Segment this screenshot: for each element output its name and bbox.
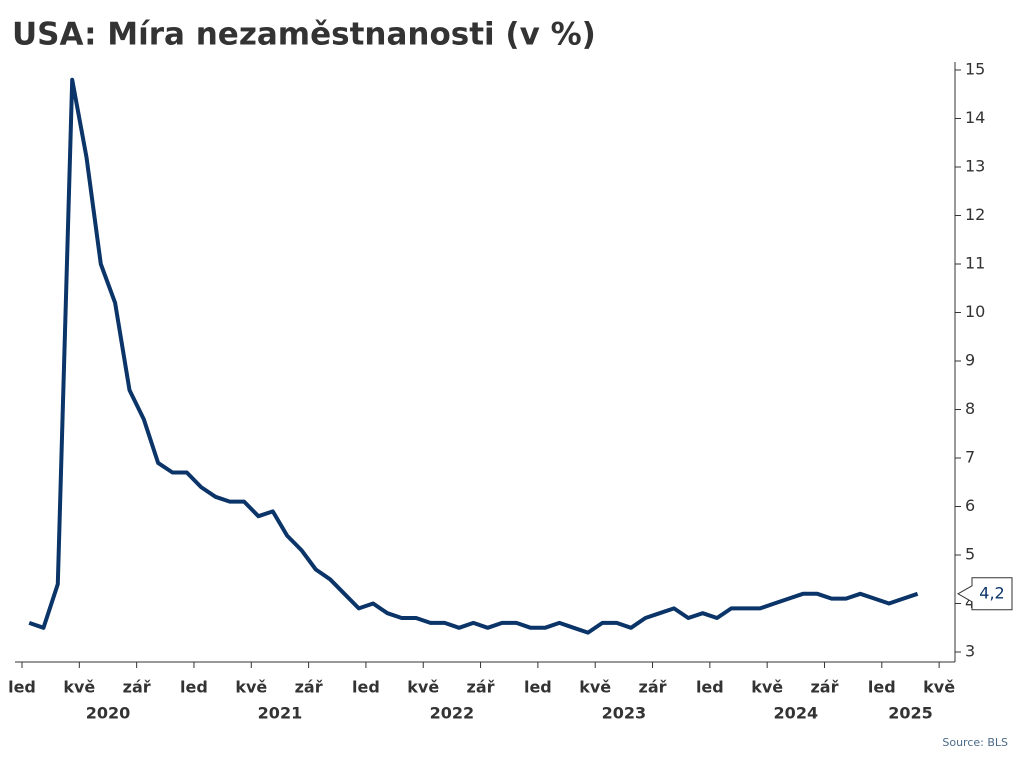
- year-label: 2025: [888, 704, 933, 723]
- x-tick-label: led: [696, 678, 724, 697]
- year-label: 2024: [774, 704, 819, 723]
- x-tick-label: zář: [467, 678, 495, 697]
- line: [28, 77, 919, 635]
- y-tick-label: 5: [965, 545, 975, 564]
- x-tick-label: kvě: [407, 678, 439, 697]
- x-tick-label: zář: [810, 678, 838, 697]
- chart-title: USA: Míra nezaměstnanosti (v %): [12, 17, 596, 53]
- y-tick-label: 13: [965, 157, 985, 176]
- source: Source: BLS: [942, 736, 1008, 749]
- x-tick-label: kvě: [579, 678, 611, 697]
- y-tick-label: 3: [965, 642, 975, 661]
- x-tick-label: kvě: [235, 678, 267, 697]
- y-tick-label: 10: [965, 302, 985, 321]
- value-label: 4,2: [979, 583, 1004, 602]
- year-label: 2021: [258, 704, 303, 723]
- x-tick-label: led: [524, 678, 552, 697]
- y-tick-label: 9: [965, 351, 975, 370]
- x-tick-label: zář: [123, 678, 151, 697]
- x-tick-label: led: [352, 678, 380, 697]
- y-tick-label: 4: [965, 593, 975, 612]
- y-tick-label: 12: [965, 205, 985, 224]
- year-label: 2022: [430, 704, 475, 723]
- x-tick-label: led: [8, 678, 36, 697]
- x-tick-label: kvě: [63, 678, 95, 697]
- x-tick-label: kvě: [923, 678, 955, 697]
- y-tick-label: 14: [965, 108, 985, 127]
- y-tick-label: 8: [965, 399, 975, 418]
- x-tick-label: led: [868, 678, 896, 697]
- x-tick-label: kvě: [751, 678, 783, 697]
- y-tick-label: 11: [965, 254, 985, 273]
- year-label: 2023: [602, 704, 647, 723]
- value-callout: [956, 577, 1013, 611]
- y-tick-label: 6: [965, 496, 975, 515]
- x-tick-label: zář: [639, 678, 667, 697]
- x-tick-label: led: [180, 678, 208, 697]
- x-tick-label: zář: [295, 678, 323, 697]
- y-tick-label: 15: [965, 60, 985, 79]
- year-label: 2020: [86, 704, 131, 723]
- y-tick-label: 7: [965, 448, 975, 467]
